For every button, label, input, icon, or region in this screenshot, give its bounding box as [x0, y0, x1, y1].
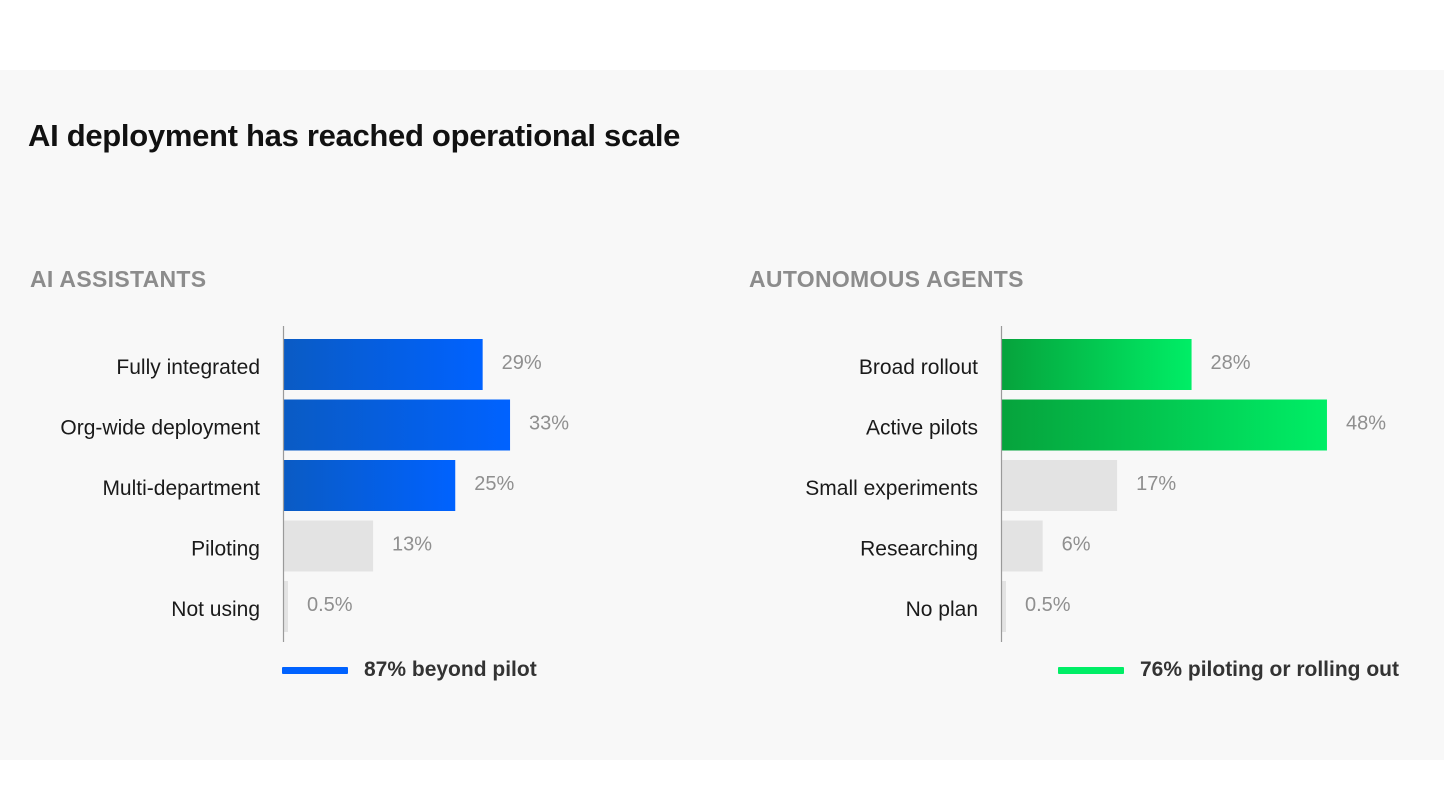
autonomous-agents-bar-2: [1002, 460, 1118, 511]
ai-assistants-value-label-2: 25%: [474, 473, 514, 495]
ai-assistants-value-label-1: 33%: [529, 412, 569, 434]
ai-assistants-bar-1: [284, 399, 511, 451]
autonomous-agents-legend-swatch: [1058, 666, 1124, 674]
autonomous-agents-legend-label: 76% piloting or rolling out: [1140, 658, 1399, 681]
ai-assistants-value-label-0: 29%: [502, 352, 542, 374]
ai-assistants-category-label-3: Piloting: [191, 538, 260, 561]
autonomous-agents-value-label-4: 0.5%: [1025, 594, 1071, 616]
autonomous-agents-value-label-1: 48%: [1346, 412, 1386, 434]
autonomous-agents-category-label-3: Researching: [860, 538, 978, 561]
ai-assistants-category-label-0: Fully integrated: [116, 356, 260, 379]
autonomous-agents-category-label-2: Small experiments: [805, 477, 978, 500]
ai-assistants-legend: 87% beyond pilot: [282, 658, 537, 682]
ai-assistants-category-label-1: Org-wide deployment: [60, 417, 260, 440]
ai-assistants-value-label-4: 0.5%: [307, 594, 353, 616]
autonomous-agents-value-label-0: 28%: [1211, 352, 1251, 374]
autonomous-agents-category-label-0: Broad rollout: [859, 356, 978, 379]
autonomous-agents-bar-3: [1002, 520, 1043, 572]
ai-assistants-bar-2: [284, 460, 456, 511]
ai-assistants-legend-label: 87% beyond pilot: [364, 658, 537, 681]
ai-assistants-category-label-2: Multi-department: [102, 477, 260, 500]
page-title: AI deployment has reached operational sc…: [28, 118, 681, 153]
ai-assistants-bar-4: [284, 581, 288, 632]
ai-assistants-legend-swatch: [282, 666, 348, 674]
ai-assistants-bar-3: [284, 520, 374, 572]
ai-assistants-bar-0: [284, 339, 483, 390]
ai-assistants-category-label-4: Not using: [171, 598, 260, 621]
autonomous-agents-legend: 76% piloting or rolling out: [1058, 658, 1399, 682]
autonomous-agents-category-label-4: No plan: [906, 598, 978, 621]
ai-assistants-title: AI ASSISTANTS: [30, 266, 207, 292]
ai-assistants-value-label-3: 13%: [392, 533, 432, 555]
autonomous-agents-bar-0: [1002, 339, 1192, 390]
autonomous-agents-title: AUTONOMOUS AGENTS: [749, 266, 1024, 292]
autonomous-agents-category-label-1: Active pilots: [866, 417, 978, 440]
autonomous-agents-bar-4: [1002, 581, 1006, 632]
autonomous-agents-value-label-2: 17%: [1136, 473, 1176, 495]
autonomous-agents-bar-1: [1002, 399, 1327, 451]
autonomous-agents-value-label-3: 6%: [1062, 533, 1091, 555]
ai-assistants-chart: Fully integrated 29% Org-wide deployment 33…: [60, 326, 569, 642]
